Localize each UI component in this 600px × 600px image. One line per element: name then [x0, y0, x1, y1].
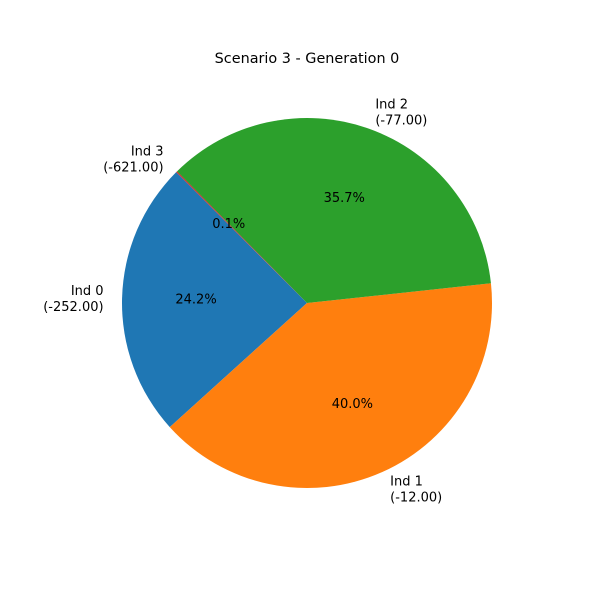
slice-label-0: Ind 0 (-252.00): [43, 284, 103, 315]
slice-label-3: Ind 3 (-621.00): [103, 145, 163, 176]
chart-title: Scenario 3 - Generation 0: [215, 51, 400, 67]
slice-percent-label-2: 35.7%: [324, 191, 365, 206]
slice-percent-label-1: 40.0%: [332, 397, 373, 412]
slice-percent-label-0: 24.2%: [175, 293, 216, 308]
pie-slice-2: [177, 117, 491, 303]
pie-slice-3: [176, 171, 307, 303]
pie-slice-0: [121, 172, 307, 428]
slice-label-1: Ind 1 (-12.00): [390, 475, 442, 506]
pie-slices: [121, 117, 493, 489]
pie-slice-1: [169, 283, 493, 489]
slice-label-2: Ind 2 (-77.00): [375, 97, 427, 128]
slice-percent-label-3: 0.1%: [212, 217, 245, 232]
pie-labels: 24.2% Ind 0 (-252.00) 40.0% Ind 1 (-12.00) 35.…: [43, 97, 442, 505]
